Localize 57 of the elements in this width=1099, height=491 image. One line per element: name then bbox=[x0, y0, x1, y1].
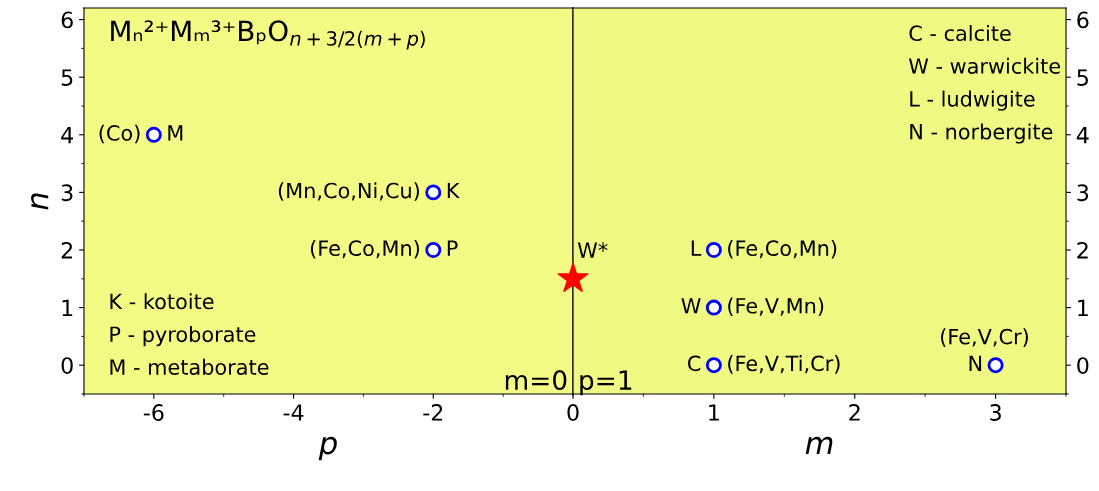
y-axis-title: n bbox=[31, 193, 49, 210]
x-tick-label: 1 bbox=[709, 404, 719, 421]
point bbox=[705, 357, 722, 374]
y-tick-label: 6 bbox=[61, 11, 73, 29]
y-tick-label: 0 bbox=[1077, 357, 1089, 374]
annotation: (Fe,V,Ti,Cr) bbox=[728, 355, 840, 374]
point bbox=[425, 242, 442, 258]
annotation: K bbox=[447, 182, 460, 199]
y-tick-label: 1 bbox=[62, 299, 73, 317]
y-tick-label: 4 bbox=[1076, 127, 1089, 144]
annotation: N bbox=[969, 355, 982, 371]
x-tick-label: -2 bbox=[423, 404, 443, 421]
annotation: N - norbergite bbox=[910, 123, 1053, 144]
annotation: M bbox=[168, 125, 183, 141]
point bbox=[705, 299, 722, 316]
x-tick-label: -6 bbox=[143, 404, 164, 421]
y-tick-label: 5 bbox=[1077, 69, 1088, 86]
annotation: (Fe,V,Cr) bbox=[941, 328, 1028, 347]
annotation: Mₙ²⁺Mₘ³⁺BₚO$_{n+3/2(m+p)}$ bbox=[111, 20, 425, 50]
annotation: (Fe,Co,Mn) bbox=[310, 239, 419, 259]
y-tick-label: 3 bbox=[61, 184, 73, 202]
x-axis-title: p bbox=[318, 436, 337, 461]
annotation: (Fe,V,Mn) bbox=[728, 297, 824, 317]
annotation: L - ludwigite bbox=[910, 90, 1035, 111]
x-tick-label: 3 bbox=[990, 404, 1001, 421]
y-tick-label: 5 bbox=[61, 69, 73, 86]
point bbox=[705, 242, 722, 258]
annotation: K - kotoite bbox=[110, 293, 214, 310]
annotation: m=0 bbox=[505, 370, 567, 391]
annotation: M - metaborate bbox=[110, 358, 269, 375]
annotation: L bbox=[691, 240, 702, 256]
y-tick-label: 0 bbox=[61, 357, 73, 374]
point bbox=[425, 184, 442, 201]
annotation: W - warwickite bbox=[908, 57, 1061, 74]
point bbox=[145, 126, 162, 143]
x-tick-label: -4 bbox=[283, 404, 304, 421]
x-tick-label: 0 bbox=[567, 404, 579, 421]
annotation: W bbox=[681, 298, 701, 314]
y-tick-label: 3 bbox=[1077, 184, 1089, 202]
annotation: P - pyroborate bbox=[110, 326, 256, 347]
y-tick-label: 4 bbox=[61, 127, 73, 144]
annotation: (Fe,Co,Mn) bbox=[728, 239, 837, 259]
annotation: (Mn,Co,Ni,Cu) bbox=[278, 182, 419, 201]
y-tick-label: 1 bbox=[1078, 299, 1088, 317]
annotation: (Co) bbox=[99, 124, 140, 144]
y-tick-label: 2 bbox=[61, 241, 73, 259]
y-tick-label: 2 bbox=[1077, 241, 1088, 259]
point bbox=[557, 262, 589, 293]
annotation: C - calcite bbox=[909, 24, 1011, 42]
x-tick-label: 2 bbox=[849, 404, 860, 421]
annotation: W* bbox=[577, 242, 608, 258]
y-tick-label: 6 bbox=[1077, 11, 1089, 29]
annotation: P bbox=[447, 240, 458, 256]
annotation: C bbox=[688, 355, 701, 372]
annotation: p=1 bbox=[580, 370, 632, 396]
point bbox=[987, 357, 1004, 374]
x-axis-title: m bbox=[805, 436, 833, 454]
